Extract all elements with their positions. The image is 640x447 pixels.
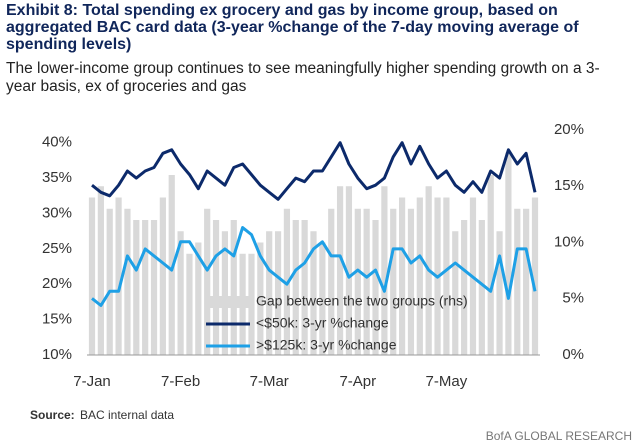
legend-swatch (206, 296, 250, 308)
bar (88, 197, 96, 355)
bar (523, 208, 530, 355)
line (91, 226, 537, 307)
bar (230, 220, 237, 355)
x-tick-label: 7-Mar (250, 373, 289, 390)
bar (328, 208, 335, 355)
bar (310, 231, 317, 355)
bar (478, 220, 485, 355)
bar (257, 242, 264, 355)
bar (159, 197, 166, 355)
bar (177, 231, 184, 355)
bar (443, 197, 450, 355)
y-tick-label: 25% (42, 240, 72, 257)
bar (461, 220, 468, 355)
bar (150, 220, 158, 355)
bar (496, 231, 503, 355)
legend-label: Gap between the two groups (rhs) (256, 293, 468, 309)
y2-tick-label: 5% (562, 290, 584, 307)
x-tick-label: 7-Feb (161, 373, 200, 390)
bar (363, 208, 370, 355)
y-tick-label: 10% (42, 346, 72, 363)
bar (106, 208, 113, 355)
source-text: BAC internal data (80, 408, 174, 422)
legend-label: <$50k: 3-yr %change (256, 315, 389, 331)
bar (390, 208, 397, 355)
bar (531, 197, 539, 355)
x-tick-label: 7-Jan (73, 373, 111, 390)
source-label: Source: (30, 408, 75, 422)
bar (514, 208, 521, 355)
y-tick-label: 15% (42, 311, 72, 328)
bar (354, 208, 361, 355)
bar (381, 186, 388, 355)
x-tick-label: 7-May (426, 373, 468, 390)
y2-tick-label: 0% (562, 346, 584, 363)
bar (416, 197, 423, 355)
line (91, 141, 537, 201)
bar (212, 220, 220, 355)
bar (372, 220, 379, 355)
bar (97, 186, 104, 355)
bar (487, 175, 494, 355)
y2-tick-label: 10% (554, 233, 584, 250)
bar (195, 242, 202, 355)
bar (115, 197, 122, 355)
bar (248, 253, 255, 355)
y2-tick-label: 20% (554, 121, 584, 138)
bar (452, 231, 459, 355)
bar (398, 197, 406, 355)
legend-label: >$125k: 3-yr %change (256, 337, 397, 353)
bar (274, 231, 282, 355)
chart-title: Exhibit 8: Total spending ex grocery and… (6, 2, 579, 53)
bar (336, 186, 344, 355)
bar (292, 220, 299, 355)
y-tick-label: 35% (42, 169, 72, 186)
bar (407, 208, 415, 355)
y2-tick-label: 15% (554, 177, 584, 194)
bar (142, 220, 149, 355)
y-tick-label: 30% (42, 204, 72, 221)
y-tick-label: 40% (42, 134, 72, 151)
footer: BofA GLOBAL RESEARCH (486, 429, 632, 443)
bar (345, 186, 353, 355)
chart-subtitle: The lower-income group continues to see … (6, 60, 600, 95)
bar (204, 208, 211, 355)
x-tick-label: 7-Apr (339, 373, 376, 390)
bar (124, 208, 131, 355)
bar (186, 253, 193, 355)
bar (133, 220, 140, 355)
bar (221, 231, 229, 355)
bar (266, 231, 273, 355)
bar (301, 220, 308, 355)
bar (319, 242, 326, 355)
bar (505, 152, 512, 355)
y-tick-label: 20% (42, 275, 72, 292)
